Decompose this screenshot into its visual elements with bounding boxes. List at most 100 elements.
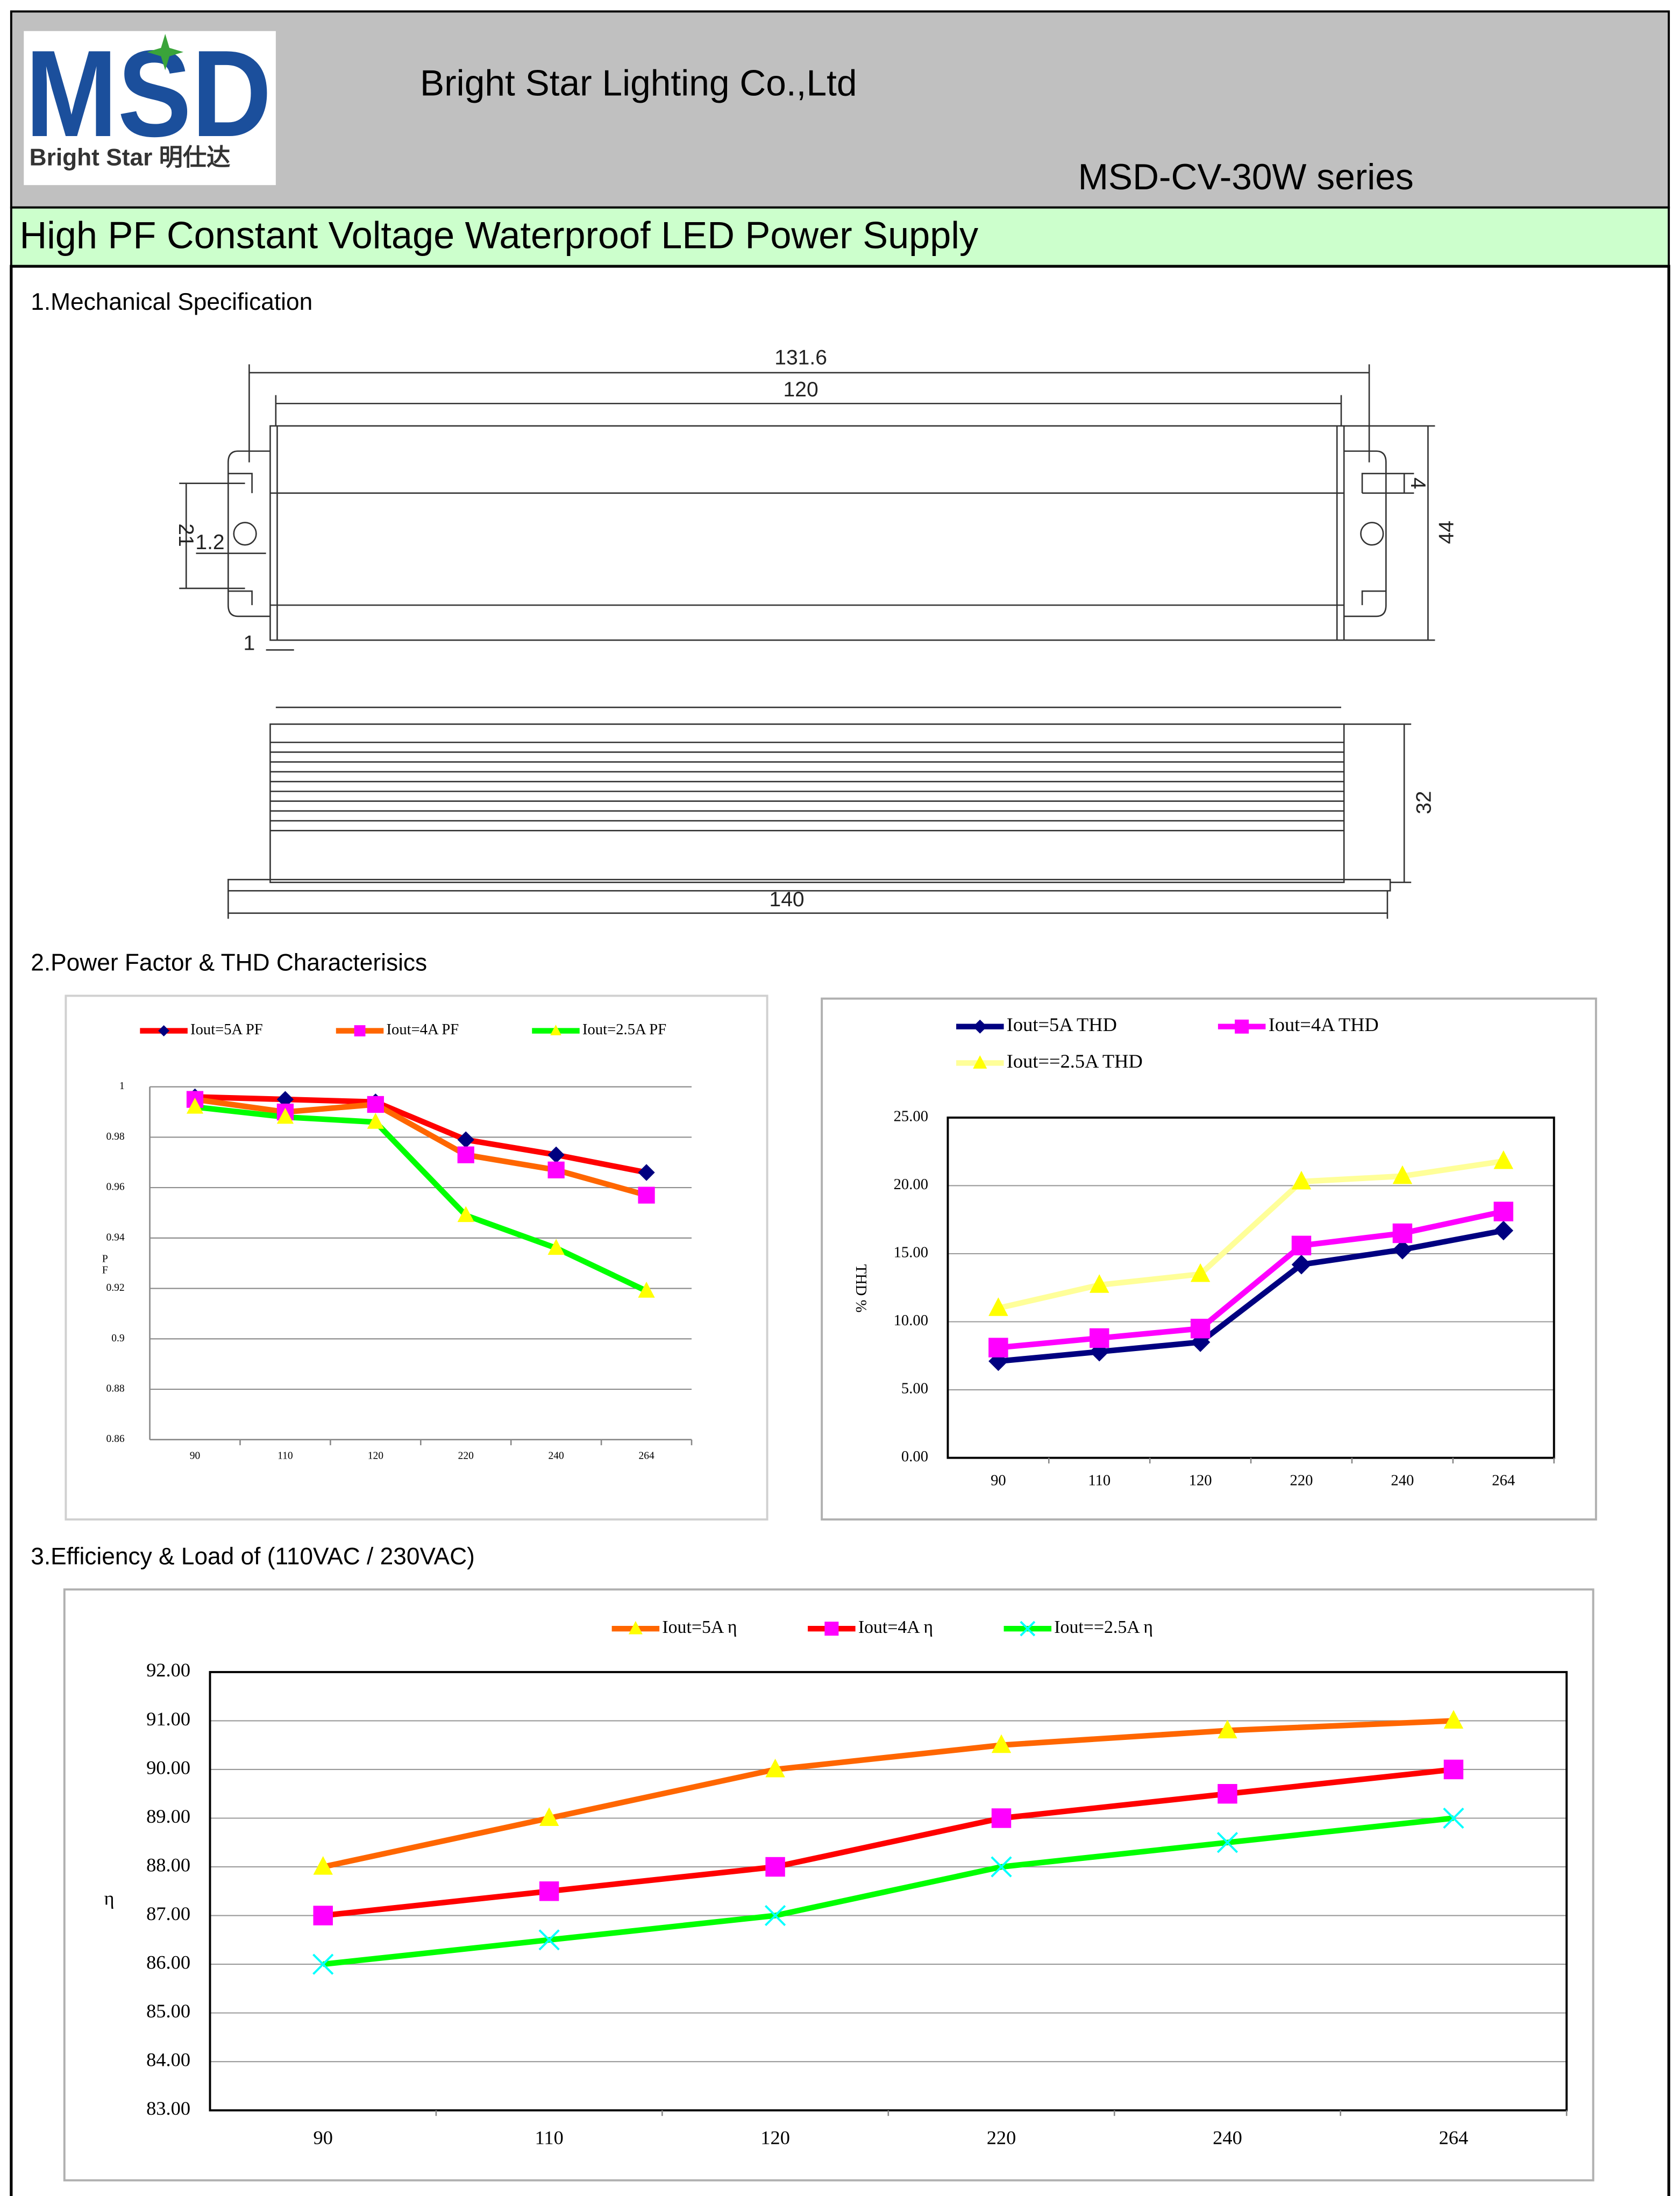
product-title: High PF Constant Voltage Waterproof LED … bbox=[19, 214, 978, 256]
data-marker bbox=[539, 1881, 559, 1901]
data-marker bbox=[1493, 1220, 1513, 1241]
y-tick-label: 0.96 bbox=[106, 1182, 125, 1193]
data-marker bbox=[457, 1131, 474, 1148]
legend-marker bbox=[354, 1025, 366, 1036]
mechanical-drawing bbox=[179, 364, 1435, 919]
data-line bbox=[322, 1718, 1454, 1870]
data-marker bbox=[991, 1808, 1012, 1828]
legend-label: Iout=5A η bbox=[662, 1617, 737, 1637]
y-tick-label: 83.00 bbox=[146, 2098, 190, 2119]
data-line bbox=[998, 1158, 1504, 1311]
x-tick-label: 120 bbox=[1189, 1472, 1212, 1489]
legend-label: Iout=5A THD bbox=[1007, 1014, 1117, 1035]
chart: 0.86 0.88 0.9 0.92 0.94 0.96 0.98 1 90 110 120 220 2… bbox=[65, 994, 768, 1521]
data-marker bbox=[1443, 1759, 1464, 1780]
x-tick-label: 220 bbox=[458, 1450, 474, 1461]
data-marker bbox=[988, 1297, 1008, 1316]
title-band bbox=[10, 206, 1670, 268]
x-tick-label: 264 bbox=[1492, 1472, 1515, 1489]
section-title: 2.Power Factor & THD Characterisics bbox=[31, 950, 427, 976]
company-name: Bright Star Lighting Co.,Ltd bbox=[420, 63, 857, 104]
data-marker bbox=[547, 1161, 565, 1178]
legend-marker bbox=[1020, 1621, 1036, 1637]
y-tick-label: 25.00 bbox=[894, 1108, 928, 1125]
y-tick-label: 10.00 bbox=[894, 1312, 928, 1329]
y-tick-label: 84.00 bbox=[146, 2049, 190, 2071]
dimension-label: 131.6 bbox=[774, 346, 827, 369]
y-tick-label: 87.00 bbox=[146, 1903, 190, 1924]
legend-label: Iout=4A PF bbox=[387, 1021, 459, 1038]
x-tick-label: 240 bbox=[549, 1450, 565, 1461]
data-marker bbox=[1216, 1832, 1238, 1853]
x-tick-label: 110 bbox=[277, 1450, 293, 1461]
y-tick-label: 88.00 bbox=[146, 1854, 190, 1875]
legend-label: Iout==2.5A η bbox=[1054, 1617, 1153, 1637]
y-axis-label: THD % bbox=[852, 1264, 870, 1313]
legend-marker bbox=[1235, 1019, 1249, 1034]
section-title: 1.Mechanical Specification bbox=[31, 289, 312, 315]
legend-marker bbox=[824, 1622, 839, 1636]
data-marker bbox=[991, 1734, 1012, 1753]
data-marker bbox=[276, 1107, 294, 1124]
chart-panel bbox=[821, 997, 1597, 1521]
logo-box bbox=[24, 31, 276, 186]
x-tick-label: 220 bbox=[987, 2127, 1016, 2149]
y-tick-label: 0.94 bbox=[106, 1232, 125, 1243]
data-marker bbox=[1291, 1255, 1312, 1275]
logo-text: MSD bbox=[25, 25, 272, 162]
x-tick-label: 90 bbox=[190, 1450, 201, 1461]
x-tick-label: 120 bbox=[368, 1450, 384, 1461]
data-marker bbox=[765, 1758, 785, 1778]
legend-marker bbox=[628, 1621, 643, 1634]
data-marker bbox=[1443, 1807, 1464, 1829]
data-marker bbox=[367, 1096, 384, 1113]
data-marker bbox=[1392, 1223, 1413, 1243]
x-tick-label: 90 bbox=[314, 2127, 333, 2149]
data-marker bbox=[1291, 1235, 1312, 1256]
legend-marker bbox=[550, 1025, 561, 1035]
chart: 83.00 84.00 85.00 86.00 87.00 88.00 89.00 90.00… bbox=[63, 1588, 1594, 2181]
data-marker bbox=[313, 1906, 333, 1925]
data-marker bbox=[1090, 1328, 1109, 1348]
y-tick-label: 15.00 bbox=[894, 1244, 928, 1261]
chart-panel bbox=[65, 994, 768, 1521]
legend-label: Iout==2.5A THD bbox=[1007, 1050, 1143, 1072]
x-tick-label: 220 bbox=[1290, 1472, 1313, 1489]
x-tick-label: 264 bbox=[1439, 2127, 1469, 2149]
y-tick-label: 90.00 bbox=[146, 1757, 190, 1778]
data-marker bbox=[1090, 1274, 1109, 1293]
x-tick-label: 110 bbox=[535, 2127, 564, 2149]
body-frame bbox=[10, 265, 1670, 2196]
legend-label: Iout=5A PF bbox=[190, 1021, 263, 1038]
y-tick-label: 0.98 bbox=[106, 1131, 125, 1142]
dimension-label: 140 bbox=[769, 888, 804, 911]
data-marker bbox=[547, 1146, 565, 1163]
x-tick-label: 120 bbox=[760, 2127, 790, 2149]
data-marker bbox=[1218, 1783, 1237, 1804]
legend-label: Iout=2.5A PF bbox=[582, 1021, 666, 1038]
legend-label: Iout=4A η bbox=[858, 1617, 933, 1637]
dimension-label: 21 bbox=[174, 523, 197, 546]
y-tick-label: 85.00 bbox=[146, 2000, 190, 2022]
y-tick-label: 89.00 bbox=[146, 1806, 190, 1827]
y-axis-label: PF bbox=[99, 1253, 111, 1276]
legend-marker bbox=[973, 1019, 987, 1034]
data-marker bbox=[765, 1857, 785, 1877]
data-marker bbox=[991, 1856, 1012, 1878]
data-marker bbox=[186, 1097, 204, 1114]
data-marker bbox=[1493, 1202, 1513, 1221]
y-tick-label: 92.00 bbox=[146, 1659, 190, 1681]
data-marker bbox=[538, 1929, 560, 1951]
data-marker bbox=[638, 1164, 655, 1181]
data-marker bbox=[547, 1239, 565, 1255]
x-tick-label: 240 bbox=[1213, 2127, 1242, 2149]
y-tick-label: 86.00 bbox=[146, 1951, 190, 1973]
data-marker bbox=[1190, 1263, 1211, 1282]
data-marker bbox=[988, 1338, 1008, 1358]
data-marker bbox=[1190, 1318, 1211, 1339]
data-marker bbox=[312, 1953, 334, 1975]
y-tick-label: 5.00 bbox=[901, 1380, 928, 1397]
data-marker bbox=[764, 1904, 786, 1927]
